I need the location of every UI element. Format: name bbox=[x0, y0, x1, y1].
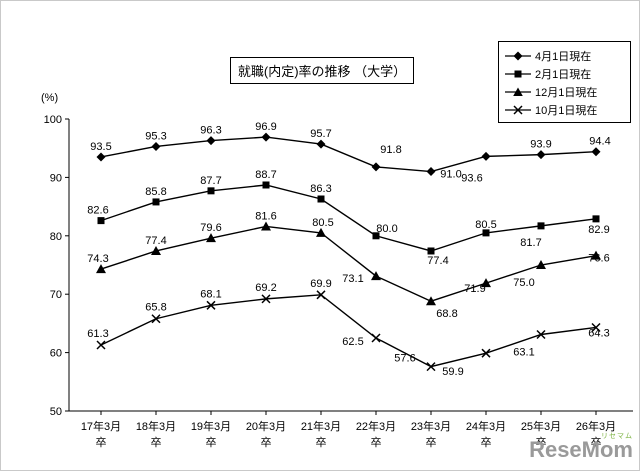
x-tick-label: 卒 bbox=[151, 435, 162, 449]
x-tick-label: 25年3月 bbox=[521, 419, 561, 433]
legend: 4月1日現在 2月1日現在 12月1日現在 10月1日現在 bbox=[498, 41, 631, 123]
x-tick-label: 18年3月 bbox=[136, 419, 176, 433]
x-tick-label: 22年3月 bbox=[356, 419, 396, 433]
data-label: 65.8 bbox=[145, 302, 166, 314]
x-tick-label: 卒 bbox=[426, 435, 437, 449]
legend-label: 2月1日現在 bbox=[535, 68, 592, 81]
y-tick-label: 70 bbox=[50, 289, 62, 301]
data-label: 80.5 bbox=[312, 217, 333, 229]
legend-item: 10月1日現在 bbox=[505, 101, 625, 118]
x-tick-label: 卒 bbox=[316, 435, 327, 449]
watermark-text: ReseMom bbox=[529, 437, 633, 462]
y-tick-label: 80 bbox=[50, 231, 62, 243]
x-tick-label: 24年3月 bbox=[466, 419, 506, 433]
y-tick-label: 50 bbox=[50, 406, 62, 418]
x-tick-label: 卒 bbox=[591, 435, 602, 449]
data-label: 85.8 bbox=[145, 186, 166, 198]
data-label: 80.0 bbox=[376, 223, 397, 235]
data-label: 93.9 bbox=[530, 139, 551, 151]
data-label: 95.3 bbox=[145, 130, 166, 142]
data-label: 81.6 bbox=[255, 210, 276, 222]
watermark-subtext: リセマム bbox=[601, 433, 633, 440]
x-tick-label: 卒 bbox=[481, 435, 492, 449]
data-label: 69.2 bbox=[255, 282, 276, 294]
data-label: 73.1 bbox=[342, 273, 363, 285]
data-label: 93.6 bbox=[461, 172, 482, 184]
data-label: 94.4 bbox=[589, 136, 610, 148]
series-triangle: 74.3 77.4 79.6 81.6 80.5 73.1 68.8 71.9 75.0 76.6 bbox=[87, 210, 609, 320]
watermark-logo: リセマム ReseMom bbox=[529, 433, 633, 462]
y-tick-label: 100 bbox=[44, 114, 62, 126]
data-label: 96.3 bbox=[200, 125, 221, 137]
legend-label: 10月1日現在 bbox=[535, 104, 598, 117]
data-label: 82.9 bbox=[588, 224, 609, 236]
data-label: 77.4 bbox=[145, 235, 166, 247]
data-label: 95.7 bbox=[310, 128, 331, 140]
legend-item: 2月1日現在 bbox=[505, 65, 625, 82]
data-label: 75.0 bbox=[513, 277, 534, 289]
data-label: 77.4 bbox=[427, 255, 448, 267]
legend-label: 4月1日現在 bbox=[535, 50, 592, 63]
legend-item: 12月1日現在 bbox=[505, 83, 625, 100]
x-tick-label: 20年3月 bbox=[246, 419, 286, 433]
data-label: 74.3 bbox=[87, 253, 108, 265]
y-axis-unit: (%) bbox=[41, 92, 58, 104]
data-label: 63.1 bbox=[513, 346, 534, 358]
legend-item: 4月1日現在 bbox=[505, 47, 625, 64]
data-label: 87.7 bbox=[200, 175, 221, 187]
x-tick-label: 卒 bbox=[206, 435, 217, 449]
data-label: 68.8 bbox=[436, 308, 457, 320]
series-x: 61.3 65.8 68.1 69.2 69.9 62.5 57.6 59.9 63.1 64.3 bbox=[87, 278, 609, 378]
data-label: 68.1 bbox=[200, 288, 221, 300]
x-tick-label: 17年3月 bbox=[81, 419, 121, 433]
x-tick-label: 卒 bbox=[536, 435, 547, 449]
x-tick-label: 21年3月 bbox=[301, 419, 341, 433]
x-tick-label: 卒 bbox=[96, 435, 107, 449]
legend-marker-triangle-icon bbox=[505, 86, 531, 98]
legend-marker-diamond-icon bbox=[505, 50, 531, 62]
chart-title: 就職(内定)率の推移 （大学） bbox=[230, 57, 414, 84]
data-label: 93.5 bbox=[90, 141, 111, 153]
data-label: 76.6 bbox=[588, 253, 609, 265]
data-label: 82.6 bbox=[87, 205, 108, 217]
data-label: 62.5 bbox=[342, 336, 363, 348]
data-label: 80.5 bbox=[475, 219, 496, 231]
y-tick-label: 90 bbox=[50, 172, 62, 184]
data-label: 57.6 bbox=[394, 353, 415, 365]
data-label: 81.7 bbox=[520, 237, 541, 249]
x-tick-label: 卒 bbox=[371, 435, 382, 449]
data-label: 69.9 bbox=[310, 278, 331, 290]
data-label: 91.8 bbox=[380, 144, 401, 156]
data-label: 59.9 bbox=[442, 366, 463, 378]
x-tick-label: 卒 bbox=[261, 435, 272, 449]
data-label: 79.6 bbox=[200, 222, 221, 234]
legend-marker-square-icon bbox=[505, 68, 531, 80]
series-square: 82.6 85.8 87.7 88.7 86.3 80.0 77.4 80.5 81.7 82.9 bbox=[87, 169, 609, 267]
x-tick-label: 19年3月 bbox=[191, 419, 231, 433]
x-tick-label: 26年3月 bbox=[576, 419, 616, 433]
x-tick-label: 23年3月 bbox=[411, 419, 451, 433]
data-label: 61.3 bbox=[87, 328, 108, 340]
legend-label: 12月1日現在 bbox=[535, 86, 598, 99]
legend-marker-x-icon bbox=[505, 104, 531, 116]
data-label: 96.9 bbox=[255, 121, 276, 133]
data-label: 71.9 bbox=[464, 283, 485, 295]
y-tick-label: 60 bbox=[50, 348, 62, 360]
series-diamond: 93.5 95.3 96.3 96.9 95.7 91.8 91.0 93.6 93.9 94.4 bbox=[90, 121, 610, 184]
data-label: 91.0 bbox=[440, 169, 461, 181]
data-label: 86.3 bbox=[310, 183, 331, 195]
data-label: 88.7 bbox=[255, 169, 276, 181]
data-label: 64.3 bbox=[588, 327, 609, 339]
